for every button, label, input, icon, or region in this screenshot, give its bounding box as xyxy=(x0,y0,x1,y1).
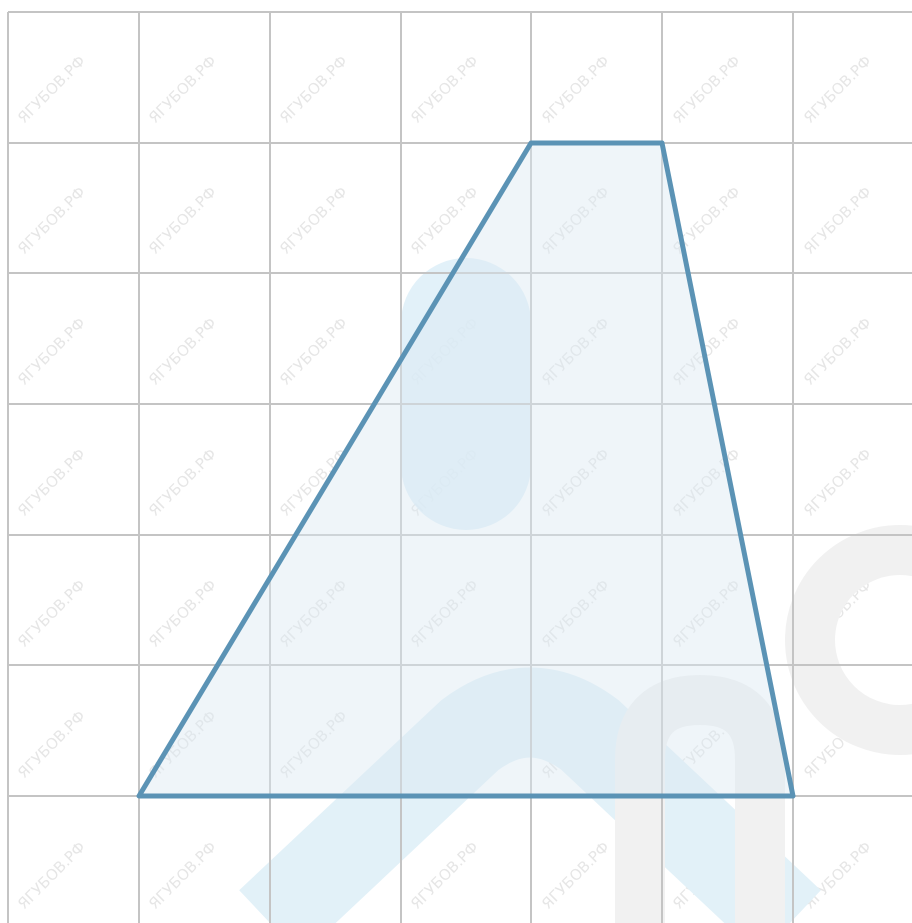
watermark: ЯГУБОВ.РФ xyxy=(145,314,220,389)
watermark: ЯГУБОВ.РФ xyxy=(276,314,351,389)
watermark: ЯГУБОВ.РФ xyxy=(145,445,220,520)
watermark: ЯГУБОВ.РФ xyxy=(14,707,89,782)
watermark: ЯГУБОВ.РФ xyxy=(800,52,875,127)
watermark: ЯГУБОВ.РФ xyxy=(145,183,220,258)
watermark: ЯГУБОВ.РФ xyxy=(407,838,482,913)
watermark: ЯГУБОВ.РФ xyxy=(800,838,875,913)
watermark: ЯГУБОВ.РФ xyxy=(276,52,351,127)
watermark: ЯГУБОВ.РФ xyxy=(800,183,875,258)
watermark: ЯГУБОВ.РФ xyxy=(14,183,89,258)
watermark: ЯГУБОВ.РФ xyxy=(145,838,220,913)
watermark: ЯГУБОВ.РФ xyxy=(276,183,351,258)
watermark: ЯГУБОВ.РФ xyxy=(14,445,89,520)
watermark: ЯГУБОВ.РФ xyxy=(14,52,89,127)
watermark: ЯГУБОВ.РФ xyxy=(800,445,875,520)
watermark: ЯГУБОВ.РФ xyxy=(538,52,613,127)
trapezoid xyxy=(136,140,796,799)
watermark: ЯГУБОВ.РФ xyxy=(14,838,89,913)
watermark: ЯГУБОВ.РФ xyxy=(669,52,744,127)
watermark: ЯГУБОВ.РФ xyxy=(407,52,482,127)
watermark: ЯГУБОВ.РФ xyxy=(14,314,89,389)
logo-shape xyxy=(401,258,531,530)
watermark: ЯГУБОВ.РФ xyxy=(800,314,875,389)
logo-shape xyxy=(615,674,785,923)
watermark: ЯГУБОВ.РФ xyxy=(538,838,613,913)
logo-shape xyxy=(785,525,912,755)
watermark: ЯГУБОВ.РФ xyxy=(145,52,220,127)
watermark: ЯГУБОВ.РФ xyxy=(145,576,220,651)
watermark: ЯГУБОВ.РФ xyxy=(14,576,89,651)
